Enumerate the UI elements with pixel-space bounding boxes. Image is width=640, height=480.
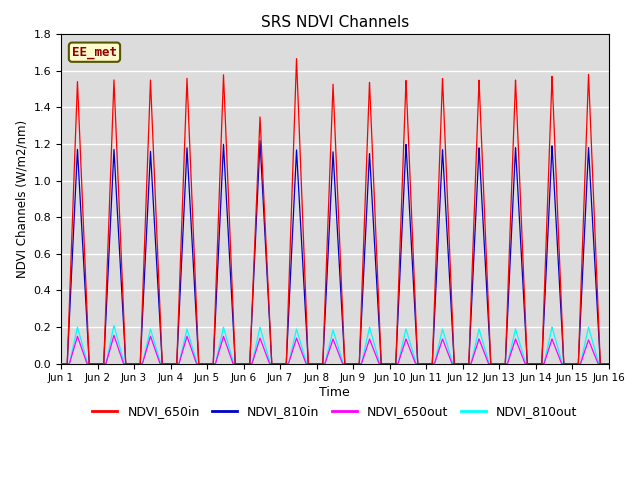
- NDVI_810out: [174, 361, 182, 367]
- NDVI_810out: [410, 355, 418, 360]
- NDVI_810in: [488, 361, 496, 367]
- NDVI_810out: [262, 346, 270, 352]
- NDVI_650out: [605, 361, 612, 367]
- NDVI_810out: [488, 361, 496, 367]
- NDVI_810out: [110, 323, 118, 328]
- Y-axis label: NDVI Channels (W/m2/nm): NDVI Channels (W/m2/nm): [15, 120, 28, 278]
- Text: EE_met: EE_met: [72, 46, 117, 59]
- NDVI_650in: [605, 361, 612, 367]
- X-axis label: Time: Time: [319, 386, 350, 399]
- NDVI_650out: [488, 361, 496, 367]
- NDVI_650in: [262, 241, 270, 247]
- NDVI_650out: [168, 361, 176, 367]
- NDVI_810in: [168, 361, 176, 367]
- Title: SRS NDVI Channels: SRS NDVI Channels: [260, 15, 409, 30]
- NDVI_650in: [292, 56, 300, 61]
- Line: NDVI_810out: NDVI_810out: [61, 325, 609, 364]
- NDVI_810in: [174, 331, 182, 337]
- NDVI_650in: [168, 361, 176, 367]
- NDVI_810out: [605, 361, 612, 367]
- Legend: NDVI_650in, NDVI_810in, NDVI_650out, NDVI_810out: NDVI_650in, NDVI_810in, NDVI_650out, NDV…: [87, 400, 582, 423]
- NDVI_810in: [410, 299, 418, 304]
- NDVI_810out: [603, 361, 611, 367]
- NDVI_810in: [603, 361, 611, 367]
- NDVI_810out: [57, 361, 65, 367]
- NDVI_810in: [256, 138, 264, 144]
- NDVI_810out: [168, 361, 176, 367]
- NDVI_810in: [262, 254, 270, 260]
- NDVI_650out: [603, 361, 611, 367]
- NDVI_650out: [110, 333, 118, 338]
- NDVI_650out: [410, 358, 418, 364]
- NDVI_650out: [174, 361, 182, 367]
- NDVI_650in: [410, 280, 418, 286]
- NDVI_650in: [488, 361, 496, 367]
- Line: NDVI_810in: NDVI_810in: [61, 141, 609, 364]
- NDVI_810in: [605, 361, 612, 367]
- NDVI_650in: [603, 361, 611, 367]
- NDVI_650in: [57, 361, 65, 367]
- Line: NDVI_650in: NDVI_650in: [61, 59, 609, 364]
- Line: NDVI_650out: NDVI_650out: [61, 336, 609, 364]
- NDVI_650in: [174, 322, 182, 327]
- NDVI_810in: [57, 361, 65, 367]
- NDVI_650out: [57, 361, 65, 367]
- NDVI_650out: [262, 352, 270, 358]
